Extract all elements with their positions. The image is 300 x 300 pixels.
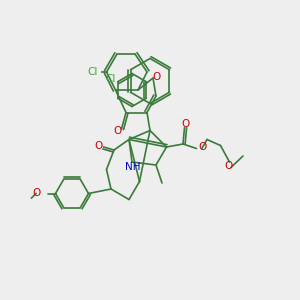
Text: O: O — [198, 142, 207, 152]
Text: O: O — [152, 71, 161, 82]
Text: O: O — [182, 119, 190, 129]
Text: Cl: Cl — [87, 67, 98, 77]
Text: Cl: Cl — [105, 74, 116, 84]
Text: O: O — [113, 125, 121, 136]
Text: NH: NH — [125, 162, 140, 172]
Text: O: O — [95, 141, 103, 151]
Text: O: O — [32, 188, 40, 199]
Text: O: O — [224, 160, 233, 171]
